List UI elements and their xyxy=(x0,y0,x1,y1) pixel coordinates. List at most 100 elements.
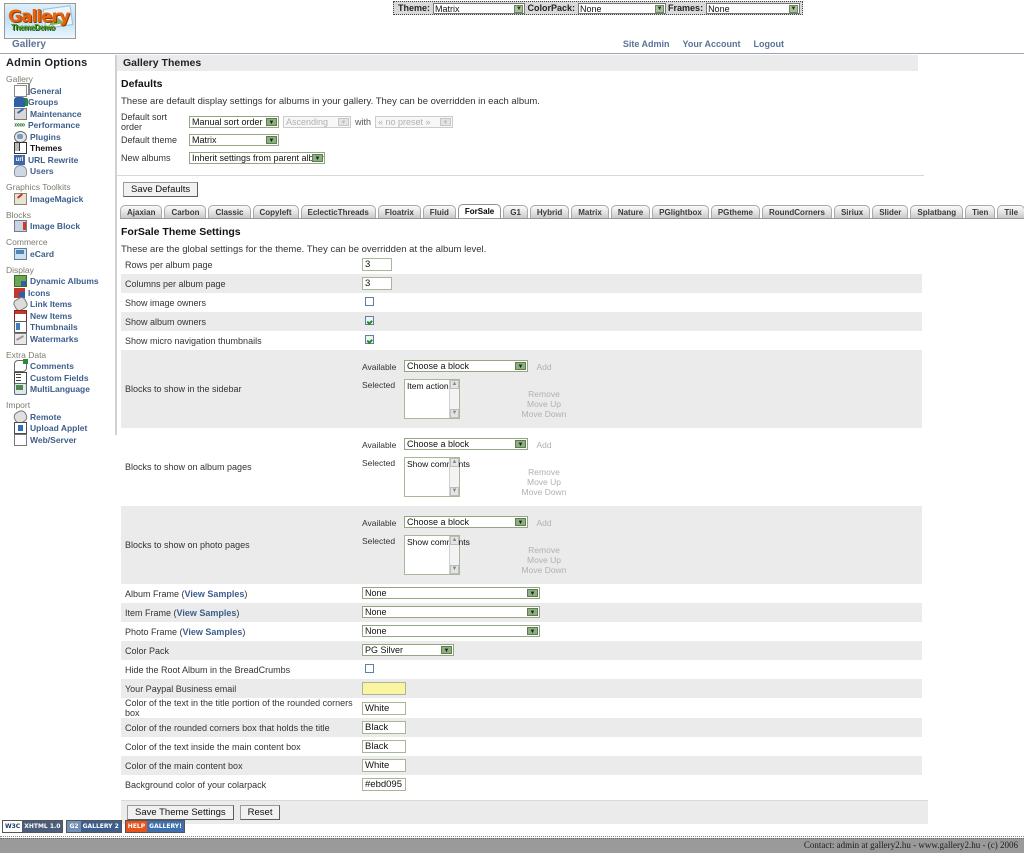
sidebar-item-comments[interactable]: Comments xyxy=(14,359,115,373)
default-sort-order-select[interactable]: Manual sort order ▼ xyxy=(189,116,279,128)
view-samples-link[interactable]: View Samples xyxy=(184,588,245,599)
badge-xhtml-1-0[interactable]: W3C XHTML 1.0 xyxy=(2,820,64,833)
setting-checkbox[interactable] xyxy=(365,316,374,325)
scrollbar[interactable]: ▲ ▼ xyxy=(449,535,459,574)
sidebar-item-icons[interactable]: Icons xyxy=(14,287,115,299)
tab-g1[interactable]: G1 xyxy=(503,205,528,218)
save-theme-settings-button[interactable]: Save Theme Settings xyxy=(127,805,234,820)
tab-forsale[interactable]: ForSale xyxy=(457,204,502,218)
remove-button[interactable]: Remove xyxy=(528,388,560,399)
selected-blocks-list[interactable]: Show comments ▲ ▼ xyxy=(404,534,470,575)
paypal-email-input[interactable] xyxy=(362,682,406,695)
setting-color-input[interactable] xyxy=(362,701,406,715)
setting-select[interactable]: PG Silver ▼ xyxy=(362,643,454,656)
sidebar-item-users[interactable]: Users xyxy=(14,165,115,178)
theme-switcher-theme-select[interactable]: Matrix ▼ xyxy=(433,2,526,14)
sidebar-item-web-server[interactable]: Web/Server xyxy=(14,433,115,446)
tab-classic[interactable]: Classic xyxy=(208,205,251,218)
breadcrumb[interactable]: Gallery xyxy=(12,39,46,50)
your-account-link[interactable]: Your Account xyxy=(682,39,741,49)
move-up-button[interactable]: Move Up xyxy=(526,398,561,409)
tab-carbon[interactable]: Carbon xyxy=(164,205,207,218)
setting-color-input[interactable] xyxy=(362,721,406,734)
badge-gallery-2[interactable]: G2 GALLERY 2 xyxy=(66,820,122,833)
scrollbar[interactable]: ▲ ▼ xyxy=(449,457,459,496)
scroll-down-icon[interactable]: ▼ xyxy=(450,486,459,496)
scroll-up-icon[interactable]: ▲ xyxy=(450,379,459,389)
add-button[interactable]: Add xyxy=(536,361,552,372)
sidebar-item-groups[interactable]: Groups xyxy=(14,97,115,109)
tab-tien[interactable]: Tien xyxy=(965,205,996,218)
selected-blocks-list[interactable]: Show comments ▲ ▼ xyxy=(404,456,470,497)
setting-select[interactable]: None ▼ xyxy=(362,586,540,599)
new-albums-select[interactable]: Inherit settings from parent album ▼ xyxy=(189,152,325,164)
tab-eclecticthreads[interactable]: EclecticThreads xyxy=(300,205,376,218)
list-item[interactable]: Show comments xyxy=(407,458,470,469)
move-down-button[interactable]: Move Down xyxy=(521,408,567,419)
badge-gallery-[interactable]: HELP GALLERY! xyxy=(124,820,185,833)
setting-checkbox[interactable] xyxy=(365,297,374,306)
tab-hybrid[interactable]: Hybrid xyxy=(529,205,570,218)
tab-splatbang[interactable]: Splatbang xyxy=(910,205,964,218)
sidebar-item-thumbnails[interactable]: Thumbnails xyxy=(14,321,115,334)
scroll-up-icon[interactable]: ▲ xyxy=(450,457,459,467)
setting-select[interactable]: Choose a block ▼ xyxy=(404,515,528,528)
sidebar-item-new-items[interactable]: New Items xyxy=(14,309,115,322)
sidebar-item-watermarks[interactable]: Watermarks xyxy=(14,332,115,345)
sidebar-item-upload-applet[interactable]: Upload Applet xyxy=(14,422,115,435)
setting-select[interactable]: None ▼ xyxy=(362,624,540,637)
setting-select[interactable]: Choose a block ▼ xyxy=(404,359,528,372)
move-up-button[interactable]: Move Up xyxy=(526,554,561,565)
gallery-logo[interactable]: Gallery ThemeDemo xyxy=(4,3,76,39)
scroll-up-icon[interactable]: ▲ xyxy=(450,535,459,545)
move-down-button[interactable]: Move Down xyxy=(521,486,567,497)
list-item[interactable]: Item actions xyxy=(407,380,453,391)
tab-pgtheme[interactable]: PGtheme xyxy=(710,205,760,218)
setting-select[interactable]: Choose a block ▼ xyxy=(404,437,528,450)
sidebar-item-performance[interactable]: »»» Performance xyxy=(14,120,115,132)
sidebar-item-imagemagick[interactable]: ImageMagick xyxy=(14,192,115,205)
scroll-down-icon[interactable]: ▼ xyxy=(450,564,459,574)
add-button[interactable]: Add xyxy=(536,439,552,450)
sort-direction-select[interactable]: Ascending ▼ xyxy=(283,116,351,128)
setting-checkbox[interactable] xyxy=(365,335,374,344)
tab-matrix[interactable]: Matrix xyxy=(571,205,609,218)
tab-nature[interactable]: Nature xyxy=(610,205,651,218)
sidebar-item-themes[interactable]: Themes xyxy=(14,142,115,155)
remove-button[interactable]: Remove xyxy=(528,466,560,477)
theme-switcher-frames-select[interactable]: None ▼ xyxy=(706,2,800,14)
tab-ajaxian[interactable]: Ajaxian xyxy=(120,205,163,218)
setting-text-input[interactable] xyxy=(362,277,392,290)
tab-siriux[interactable]: Siriux xyxy=(833,205,871,218)
save-defaults-button[interactable]: Save Defaults xyxy=(123,182,199,197)
move-up-button[interactable]: Move Up xyxy=(526,476,561,487)
setting-color-input[interactable] xyxy=(362,759,406,772)
add-button[interactable]: Add xyxy=(536,517,552,528)
sidebar-item-plugins[interactable]: Plugins xyxy=(14,130,115,143)
sidebar-item-remote[interactable]: Remote xyxy=(11,408,115,426)
setting-checkbox[interactable] xyxy=(365,664,374,673)
sidebar-item-url-rewrite[interactable]: url URL Rewrite xyxy=(14,154,115,166)
logout-link[interactable]: Logout xyxy=(753,39,785,49)
sidebar-item-ecard[interactable]: eCard xyxy=(14,247,115,260)
tab-slider[interactable]: Slider xyxy=(872,205,909,218)
tab-floatrix[interactable]: Floatrix xyxy=(377,205,421,218)
move-down-button[interactable]: Move Down xyxy=(521,564,567,575)
sidebar-item-image-block[interactable]: Image Block xyxy=(14,220,115,233)
sidebar-item-multilanguage[interactable]: MultiLanguage xyxy=(14,383,115,396)
sidebar-item-general[interactable]: General xyxy=(14,84,115,97)
default-theme-select[interactable]: Matrix ▼ xyxy=(189,134,279,146)
selected-blocks-list[interactable]: Item actions ▲ ▼ xyxy=(404,378,460,419)
list-item[interactable]: Show comments xyxy=(407,536,470,547)
sidebar-item-link-items[interactable]: Link Items xyxy=(11,295,115,313)
setting-color-input[interactable] xyxy=(362,740,406,753)
sidebar-item-maintenance[interactable]: Maintenance xyxy=(14,107,115,120)
tab-fluid[interactable]: Fluid xyxy=(422,205,456,218)
site-admin-link[interactable]: Site Admin xyxy=(622,39,670,49)
setting-color-input[interactable] xyxy=(362,778,406,791)
tab-copyleft[interactable]: Copyleft xyxy=(252,205,299,218)
tab-pglightbox[interactable]: PGlightbox xyxy=(652,205,709,218)
sidebar-item-custom-fields[interactable]: Custom Fields xyxy=(14,371,115,384)
scroll-down-icon[interactable]: ▼ xyxy=(450,408,459,418)
reset-button[interactable]: Reset xyxy=(239,805,281,820)
